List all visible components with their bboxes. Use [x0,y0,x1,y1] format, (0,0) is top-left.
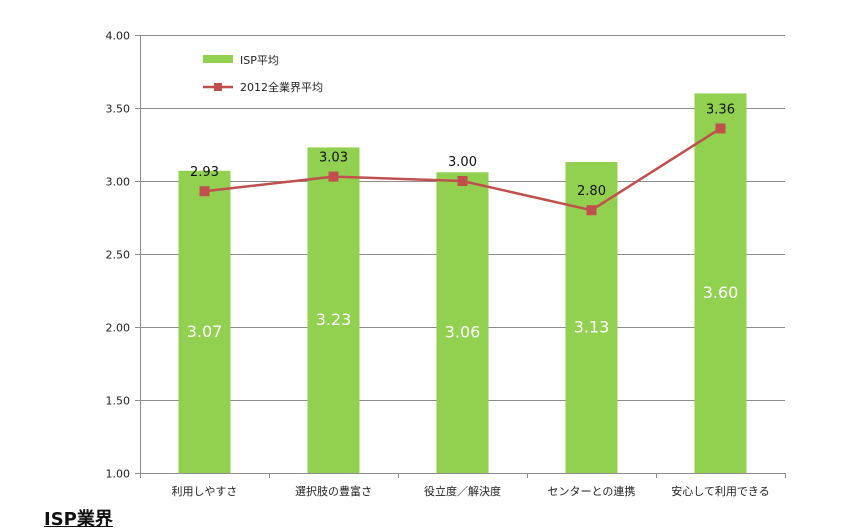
line-value-label: 3.00 [448,155,477,170]
line-value-label: 3.36 [706,102,735,117]
bar-series [178,93,747,474]
industry-caption: ISP業界 [44,509,113,530]
legend-label-bar: ISP平均 [240,54,279,67]
x-category-label: 安心して利用できる [671,484,769,498]
y-tick-label: 1.00 [106,468,131,481]
bar [307,147,360,474]
line-value-label: 2.80 [577,184,606,199]
line-value-label: 3.03 [319,151,348,166]
y-tick-label: 4.00 [106,30,131,43]
line-marker [457,176,468,186]
legend-swatch-bar [203,55,233,63]
line-series [199,123,726,216]
line-marker [586,205,597,216]
x-category-label: 選択肢の豊富さ [295,484,372,498]
line-marker [715,123,726,134]
bar-value-label: 3.06 [445,323,481,342]
legend-label-line: 2012全業界平均 [240,80,323,94]
bar-data-labels: 3.07 3.23 3.06 3.13 3.60 [187,283,739,341]
y-tick-label: 1.50 [106,395,131,408]
x-category-label: 利用しやすさ [172,485,238,498]
chart-area: 1.001.502.002.503.003.504.00 3.073.233.0… [106,30,786,498]
bar-value-label: 3.13 [574,318,610,337]
y-tick-label: 3.00 [106,176,131,189]
line-data-labels: 2.93 3.03 3.00 2.80 3.36 [190,102,735,199]
y-tick-label: 2.00 [106,322,131,335]
bar-value-label: 3.07 [187,322,223,341]
bar-value-label: 3.23 [316,310,352,329]
bar [436,172,489,474]
x-category-label: 役立度／解決度 [424,484,501,498]
bar [694,93,747,474]
y-axis-ticks: 1.00 1.50 2.00 2.50 3.00 3.50 4.00 [106,30,131,481]
line-value-label: 2.93 [190,165,219,180]
x-axis-labels: 利用しやすさ 選択肢の豊富さ 役立度／解決度 センターとの連携 安心して利用できる [172,484,770,498]
y-tick-label: 2.50 [106,249,131,262]
y-tick-label: 3.50 [106,103,131,116]
legend: ISP平均 2012全業界平均 [203,54,323,94]
bar-value-label: 3.60 [703,283,739,302]
line-marker [328,171,339,182]
legend-swatch-line [214,83,222,91]
x-category-label: センターとの連携 [548,484,636,498]
line-marker [199,186,210,197]
bar [178,170,231,473]
